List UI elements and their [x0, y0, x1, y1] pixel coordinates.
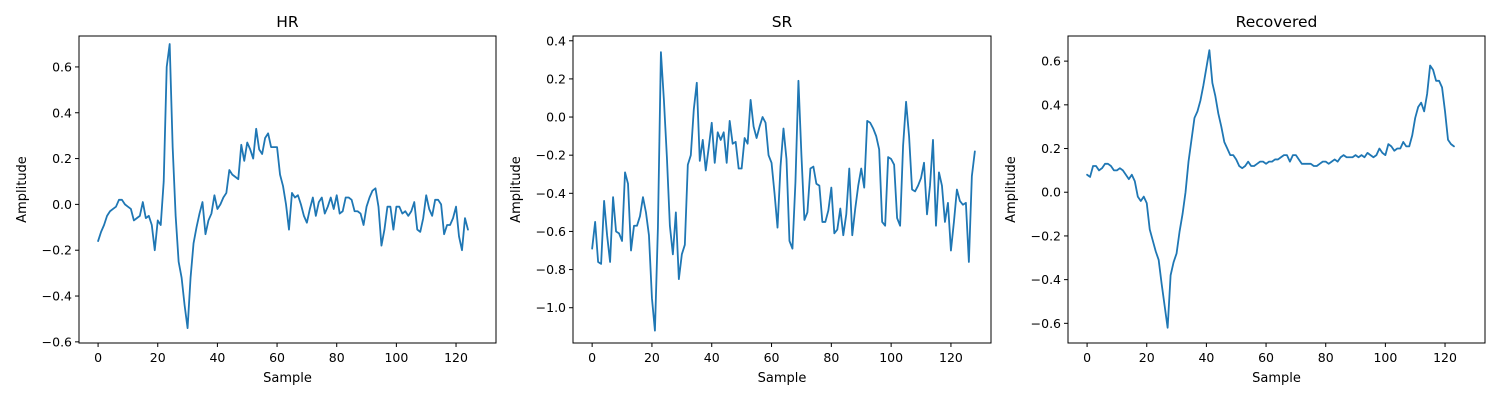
subplot-recovered: 0 20 40 60 80 100 120 −0.6 −0.4 −0.2 0.0 0.2 0.4 0.6 R… [1004, 13, 1486, 386]
x-axis-label: Sample [1252, 371, 1301, 386]
y-tick-label: −0.2 [42, 243, 72, 258]
x-tick-label: 40 [209, 350, 225, 365]
x-tick-label: 100 [879, 350, 903, 365]
x-tick-label: 80 [1318, 350, 1334, 365]
y-axis-label: Amplitude [509, 156, 524, 223]
y-tick-label: 0.4 [52, 105, 72, 120]
subplot-sr: 0 20 40 60 80 100 120 −1.0 −0.8 −0.6 −0.4 −0.2 0.0 0.… [509, 13, 992, 386]
axes-frame [78, 35, 497, 344]
x-tick-label: 120 [444, 350, 468, 365]
y-axis-label: Amplitude [1004, 156, 1019, 223]
y-tick-label: 0.6 [52, 59, 72, 74]
axes-frame [1067, 35, 1486, 344]
y-axis-label: Amplitude [15, 156, 30, 223]
chart-title: Recovered [1236, 13, 1318, 31]
y-tick-label: −0.6 [1031, 316, 1061, 331]
chart-title: SR [772, 13, 793, 31]
y-tick-label: −0.4 [1031, 272, 1061, 287]
y-tick-label: 0.2 [52, 151, 72, 166]
y-tick-label: 0.4 [546, 33, 566, 48]
y-tick-label: −0.2 [536, 148, 566, 163]
x-tick-label: 80 [329, 350, 345, 365]
y-tick-label: 0.0 [52, 197, 72, 212]
x-tick-label: 20 [1139, 350, 1155, 365]
axes-frame [572, 35, 992, 344]
y-tick-label: 0.2 [546, 71, 566, 86]
y-tick-label: −1.0 [536, 300, 566, 315]
x-tick-label: 20 [150, 350, 166, 365]
series-line [97, 43, 469, 330]
x-tick-label: 60 [269, 350, 285, 365]
y-tick-label: 0.4 [1041, 97, 1061, 112]
chart-title: HR [276, 13, 299, 31]
x-tick-label: 0 [588, 350, 596, 365]
y-tick-label: −0.8 [536, 262, 566, 277]
x-tick-label: 0 [1083, 350, 1091, 365]
series-line [591, 51, 976, 332]
x-tick-label: 100 [1373, 350, 1397, 365]
x-tick-label: 100 [384, 350, 408, 365]
subplot-hr: 0 20 40 60 80 100 120 −0.6 −0.4 −0.2 0.0 0.2 0.4 0.6 H… [15, 13, 497, 386]
x-axis-label: Sample [263, 371, 312, 386]
x-tick-label: 0 [94, 350, 102, 365]
x-tick-label: 20 [644, 350, 660, 365]
y-tick-label: −0.4 [42, 289, 72, 304]
y-tick-label: 0.2 [1041, 141, 1061, 156]
x-tick-label: 80 [823, 350, 839, 365]
y-tick-label: −0.4 [536, 186, 566, 201]
y-tick-label: −0.6 [42, 334, 72, 349]
y-tick-label: −0.6 [536, 224, 566, 239]
x-tick-label: 40 [704, 350, 720, 365]
x-axis-label: Sample [758, 371, 807, 386]
x-tick-label: 60 [764, 350, 780, 365]
series-line [1086, 49, 1455, 329]
x-tick-label: 60 [1258, 350, 1274, 365]
y-tick-label: 0.0 [546, 110, 566, 125]
x-tick-label: 120 [1433, 350, 1457, 365]
x-tick-label: 40 [1198, 350, 1214, 365]
y-tick-label: 0.0 [1041, 185, 1061, 200]
x-tick-label: 120 [939, 350, 963, 365]
y-tick-label: −0.2 [1031, 228, 1061, 243]
y-tick-label: 0.6 [1041, 54, 1061, 69]
